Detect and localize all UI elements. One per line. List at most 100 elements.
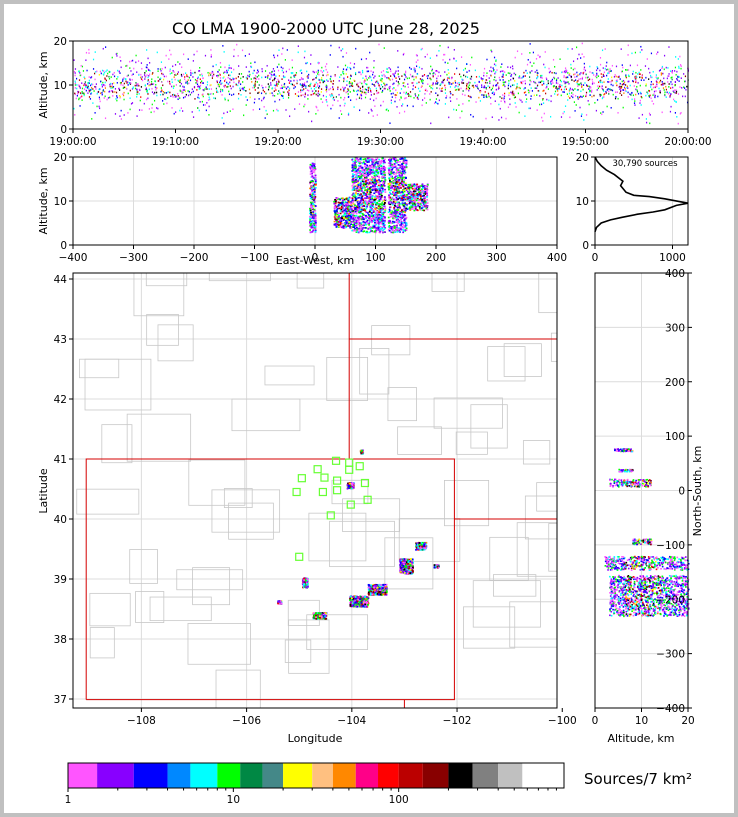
altitude-time-source-point xyxy=(624,89,626,92)
altitude-eastwest-source-point xyxy=(382,212,385,215)
altitude-time-source-point xyxy=(321,101,324,104)
altitude-eastwest-source-point xyxy=(348,221,351,223)
altitude-time-source-point xyxy=(563,70,566,73)
altitude-time-source-point xyxy=(552,82,554,84)
altitude-time-source-point xyxy=(547,80,549,82)
altitude-eastwest-source-point xyxy=(355,179,357,181)
altitude-time-source-point xyxy=(317,69,319,72)
altitude-time-source-point xyxy=(389,122,391,125)
altitude-time-source-point xyxy=(145,70,147,72)
altitude-eastwest-source-point xyxy=(383,201,386,204)
altitude-time-source-point xyxy=(353,66,355,69)
altitude-time-source-point xyxy=(330,107,332,110)
altitude-eastwest-source-point xyxy=(418,192,421,194)
altitude-time-source-point xyxy=(271,74,273,77)
altitude-eastwest-source-point xyxy=(374,203,377,206)
altitude-time-source-point xyxy=(255,78,258,80)
altitude-time-source-point xyxy=(338,117,340,119)
altitude-eastwest-source-point xyxy=(342,214,345,217)
altitude-time-source-point xyxy=(572,68,574,71)
altitude-time-source-point xyxy=(534,87,536,89)
altitude-time-source-point xyxy=(156,91,158,94)
altitude-eastwest-source-point xyxy=(402,226,405,229)
altitude-eastwest-source-point xyxy=(389,210,391,213)
altitude-time-source-point xyxy=(231,94,233,96)
altitude-time-source-point xyxy=(580,82,582,85)
altitude-time-source-point xyxy=(602,67,604,69)
altitude-eastwest-source-point xyxy=(369,228,372,230)
altitude-time-source-point xyxy=(326,104,329,107)
altitude-time-source-point xyxy=(601,85,603,87)
altitude-time-source-point xyxy=(488,95,490,98)
altitude-time-source-point xyxy=(347,112,350,115)
altitude-eastwest-source-point xyxy=(393,163,396,165)
altitude-time-source-point xyxy=(349,66,351,69)
altitude-time-source-point xyxy=(206,88,208,90)
altitude-eastwest-source-point xyxy=(388,208,391,211)
altitude-time-source-point xyxy=(458,82,460,84)
altitude-time-source-point xyxy=(224,78,227,81)
altitude-time-source-point xyxy=(672,86,674,89)
altitude-eastwest-source-point xyxy=(313,191,316,193)
altitude-time-source-point xyxy=(254,83,256,86)
altitude-eastwest-source-point xyxy=(364,202,367,204)
altitude-eastwest-source-point xyxy=(352,168,355,171)
altitude-eastwest-source-point xyxy=(311,166,314,169)
altitude-time-source-point xyxy=(564,86,566,88)
altitude-time-source-point xyxy=(335,96,337,98)
altitude-eastwest-source-point xyxy=(390,157,392,160)
altitude-eastwest-source-point xyxy=(309,163,312,166)
altitude-time-source-point xyxy=(92,83,94,86)
altitude-eastwest-source-point xyxy=(360,194,363,197)
altitude-eastwest-source-point xyxy=(403,208,406,211)
altitude-time-source-point xyxy=(409,73,412,76)
altitude-time-source-point xyxy=(136,83,138,85)
altitude-time-source-point xyxy=(414,86,417,89)
altitude-eastwest-source-point xyxy=(353,181,356,184)
altitude-time-source-point xyxy=(455,60,457,62)
altitude-time-source-point xyxy=(169,49,171,52)
altitude-time-source-point xyxy=(110,76,112,78)
altitude-time-source-point xyxy=(125,78,127,80)
altitude-time-source-point xyxy=(611,64,614,67)
altitude-eastwest-source-point xyxy=(372,165,375,168)
altitude-time-source-point xyxy=(667,75,669,77)
altitude-time-source-point xyxy=(634,100,636,102)
altitude-eastwest-source-point xyxy=(401,203,404,206)
altitude-time-source-point xyxy=(273,74,276,76)
altitude-time-source-point xyxy=(221,89,224,91)
altitude-time-source-point xyxy=(147,80,149,82)
altitude-time-source-point xyxy=(404,97,406,100)
altitude-time-source-point xyxy=(683,87,686,89)
altitude-eastwest-source-point xyxy=(351,197,354,200)
altitude-time-source-point xyxy=(354,80,356,82)
altitude-eastwest-source-point xyxy=(395,209,398,211)
altitude-time-source-point xyxy=(490,74,492,77)
altitude-time-source-point xyxy=(291,72,293,75)
altitude-eastwest-source-point xyxy=(400,194,402,197)
altitude-eastwest-source-point xyxy=(312,199,315,202)
altitude-eastwest-source-point xyxy=(312,205,315,208)
altitude-time-source-point xyxy=(265,86,267,88)
altitude-time-source-point xyxy=(625,76,628,79)
altitude-time-source-point xyxy=(512,67,514,70)
altitude-time-source-point xyxy=(360,73,362,76)
altitude-time-source-point xyxy=(552,86,555,88)
altitude-eastwest-source-point xyxy=(384,188,386,191)
altitude-time-source-point xyxy=(81,65,84,68)
altitude-eastwest-source-point xyxy=(342,225,345,228)
altitude-eastwest-source-point xyxy=(403,162,406,164)
altitude-eastwest-source-point xyxy=(401,180,403,183)
altitude-time-source-point xyxy=(207,93,209,95)
altitude-eastwest-source-point xyxy=(383,200,385,202)
altitude-time-source-point xyxy=(439,75,442,77)
altitude-eastwest-source-point xyxy=(358,227,361,230)
altitude-eastwest-source-point xyxy=(382,182,385,184)
altitude-time-source-point xyxy=(468,87,471,90)
altitude-time-source-point xyxy=(429,93,431,95)
altitude-time-source-point xyxy=(370,108,372,111)
altitude-eastwest-source-point xyxy=(382,175,385,178)
altitude-eastwest-source-point xyxy=(373,183,376,186)
altitude-eastwest-source-point xyxy=(401,211,403,213)
altitude-time-source-point xyxy=(292,72,294,74)
